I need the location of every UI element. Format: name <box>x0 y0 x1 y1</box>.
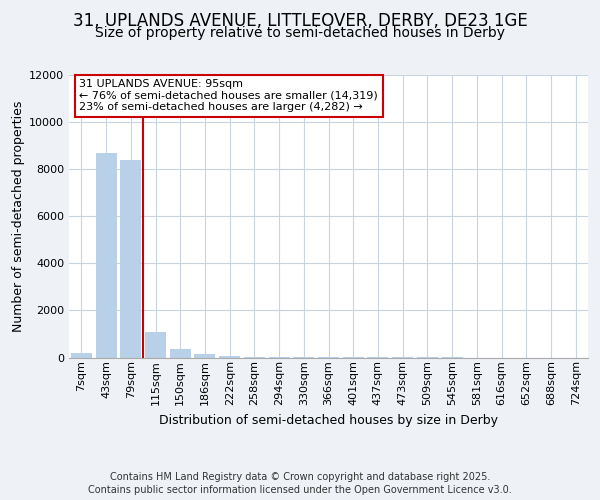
Bar <box>194 354 215 358</box>
Text: 31, UPLANDS AVENUE, LITTLEOVER, DERBY, DE23 1GE: 31, UPLANDS AVENUE, LITTLEOVER, DERBY, D… <box>73 12 527 30</box>
Bar <box>95 152 116 358</box>
Bar <box>219 356 240 358</box>
X-axis label: Distribution of semi-detached houses by size in Derby: Distribution of semi-detached houses by … <box>159 414 498 426</box>
Bar <box>120 160 141 358</box>
Y-axis label: Number of semi-detached properties: Number of semi-detached properties <box>12 100 25 332</box>
Text: Size of property relative to semi-detached houses in Derby: Size of property relative to semi-detach… <box>95 26 505 40</box>
Bar <box>170 350 191 358</box>
Text: Contains HM Land Registry data © Crown copyright and database right 2025.
Contai: Contains HM Land Registry data © Crown c… <box>88 472 512 495</box>
Bar <box>145 332 166 357</box>
Bar <box>244 357 265 358</box>
Text: 31 UPLANDS AVENUE: 95sqm
← 76% of semi-detached houses are smaller (14,319)
23% : 31 UPLANDS AVENUE: 95sqm ← 76% of semi-d… <box>79 79 378 112</box>
Bar <box>71 353 92 358</box>
